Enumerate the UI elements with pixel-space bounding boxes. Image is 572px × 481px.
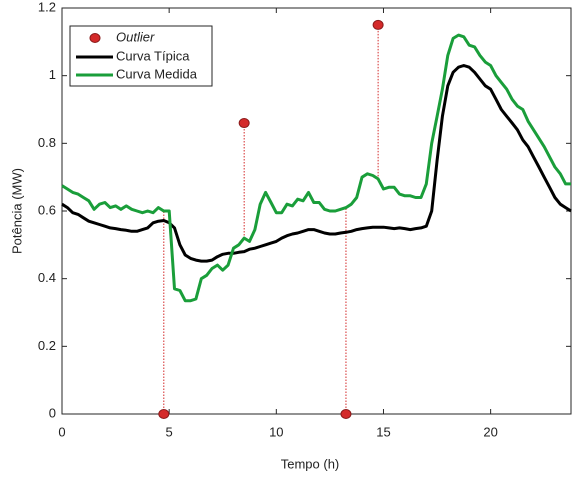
legend-label: Curva Medida <box>116 66 198 81</box>
y-tick-label: 0.4 <box>38 270 56 285</box>
x-tick-label: 15 <box>376 424 390 439</box>
x-tick-label: 5 <box>166 424 173 439</box>
x-tick-label: 20 <box>483 424 497 439</box>
series-line <box>61 64 572 263</box>
x-tick-label: 0 <box>58 424 65 439</box>
y-tick-label: 1.2 <box>38 0 56 14</box>
y-axis-label: Potência (MW) <box>9 168 24 254</box>
y-tick-label: 0.8 <box>38 135 56 150</box>
y-tick-label: 0 <box>49 405 56 420</box>
outlier-point <box>340 409 352 419</box>
legend-label: Curva Típica <box>116 48 190 63</box>
series-line <box>61 33 571 303</box>
y-tick-label: 0.2 <box>38 338 56 353</box>
y-tick-label: 0.6 <box>38 202 56 217</box>
y-tick-label: 1 <box>49 67 56 82</box>
x-tick-label: 10 <box>269 424 283 439</box>
x-axis-label: Tempo (h) <box>281 456 340 471</box>
outlier-point <box>372 19 384 30</box>
outlier-point <box>238 118 250 129</box>
legend-label: Outlier <box>116 29 155 44</box>
legend-marker <box>89 33 101 43</box>
outlier-point <box>158 409 170 419</box>
